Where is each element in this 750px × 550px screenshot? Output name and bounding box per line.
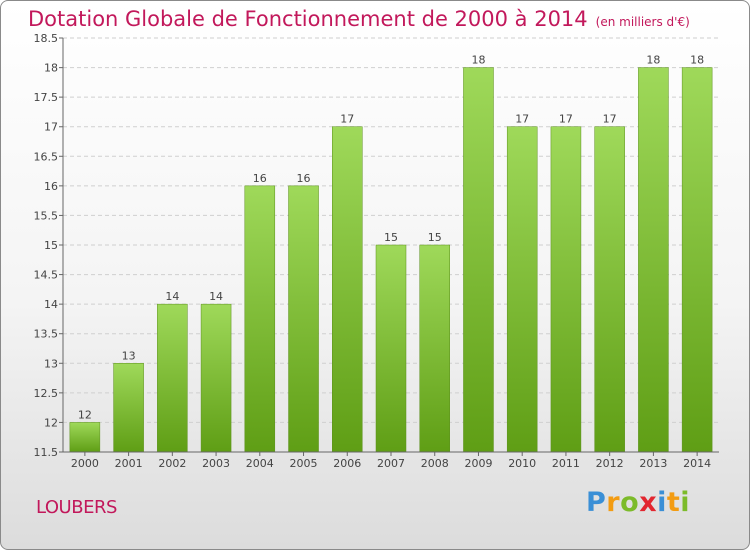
data-label: 18 [471, 54, 485, 67]
y-tick-label: 14.5 [34, 269, 59, 282]
y-tick-label: 14 [44, 298, 58, 311]
bar-2005 [288, 185, 319, 453]
bar-2013 [638, 67, 669, 453]
chart-title: Dotation Globale de Fonctionnement de 20… [28, 7, 690, 31]
data-label: 16 [297, 172, 311, 185]
bar-2001 [113, 363, 144, 453]
y-tick-label: 17 [44, 121, 58, 134]
y-tick-label: 13 [44, 357, 58, 370]
x-tick-label: 2005 [290, 457, 318, 470]
x-tick-label: 2013 [639, 457, 667, 470]
x-tick-label: 2006 [333, 457, 361, 470]
data-label: 17 [340, 113, 354, 126]
x-tick-label: 2004 [246, 457, 274, 470]
data-label: 16 [253, 172, 267, 185]
data-label: 14 [209, 290, 223, 303]
data-label: 18 [690, 54, 704, 67]
logo-letter: i [680, 487, 691, 518]
x-tick-label: 2014 [683, 457, 711, 470]
bar-2012 [594, 126, 625, 453]
y-tick-label: 16 [44, 180, 58, 193]
bar-2014 [681, 67, 713, 453]
bar-2004 [244, 185, 276, 453]
y-tick-label: 15 [44, 239, 58, 252]
y-tick-label: 13.5 [34, 328, 59, 341]
x-tick-label: 2001 [115, 457, 143, 470]
data-label: 13 [122, 349, 136, 362]
bar-2006 [332, 126, 363, 453]
logo-letter: r [606, 487, 621, 518]
data-label: 17 [603, 113, 617, 126]
data-label: 12 [78, 408, 92, 421]
x-tick-label: 2000 [71, 457, 99, 470]
x-tick-label: 2011 [552, 457, 580, 470]
y-tick-label: 12.5 [34, 387, 59, 400]
x-axis-ticks: 2000 2001 2002 2003 2004 2005 2006 2007 2008 2009… [71, 452, 711, 470]
data-label: 17 [559, 113, 573, 126]
y-tick-label: 18 [44, 62, 58, 75]
logo-letter: x [639, 487, 658, 518]
y-axis-ticks: 11.5 12 12.5 13 13.5 14 14.5 15 15.5 16 16.5 17 17.5… [34, 32, 63, 459]
y-tick-label: 17.5 [34, 91, 59, 104]
bar-2000 [69, 422, 101, 453]
bar-2010 [506, 126, 538, 453]
bar-2011 [550, 126, 582, 453]
bar-2007 [375, 244, 407, 453]
logo-letter: t [666, 487, 681, 518]
x-tick-label: 2003 [202, 457, 230, 470]
bar-2008 [419, 244, 450, 453]
logo-letter: P [586, 487, 607, 518]
bars [69, 67, 713, 453]
data-label: 15 [384, 231, 398, 244]
data-label: 17 [515, 113, 529, 126]
axes [62, 38, 719, 453]
bar-2002 [157, 303, 188, 453]
x-tick-label: 2009 [464, 457, 492, 470]
bar-2003 [200, 303, 232, 453]
y-tick-label: 18.5 [34, 32, 59, 45]
y-tick-label: 16.5 [34, 150, 59, 163]
x-tick-label: 2008 [421, 457, 449, 470]
bar-2009 [463, 67, 494, 453]
proxiti-logo: Proxiti [586, 487, 690, 518]
logo-letter: i [657, 487, 667, 518]
commune-name: LOUBERS [36, 497, 117, 518]
data-label: 15 [428, 231, 442, 244]
data-label: 14 [165, 290, 179, 303]
title-unit: (en milliers d'€) [595, 15, 690, 29]
x-tick-label: 2010 [508, 457, 536, 470]
y-tick-label: 11.5 [34, 446, 59, 459]
y-tick-label: 12 [44, 416, 58, 429]
data-labels: 12 13 14 14 16 16 17 15 15 18 17 17 17 18 18 [78, 54, 704, 422]
title-text: Dotation Globale de Fonctionnement de 20… [28, 7, 588, 31]
x-tick-label: 2007 [377, 457, 405, 470]
x-tick-label: 2012 [596, 457, 624, 470]
y-tick-label: 15.5 [34, 209, 59, 222]
logo-letter: o [620, 487, 640, 518]
x-tick-label: 2002 [158, 457, 186, 470]
data-label: 18 [646, 54, 660, 67]
